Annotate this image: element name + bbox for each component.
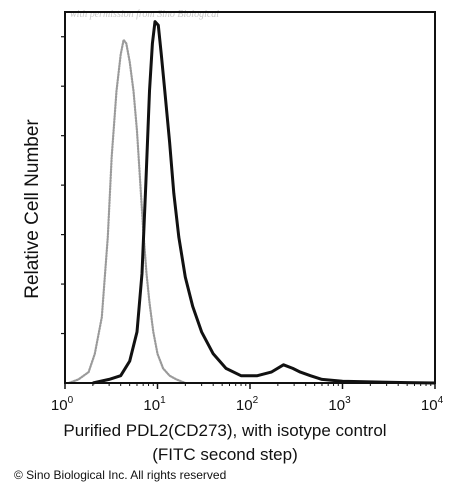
x-tick-label: 101 bbox=[143, 395, 166, 414]
histogram-series-2 bbox=[92, 20, 436, 385]
x-tick-label: 103 bbox=[328, 395, 351, 414]
x-tick-label: 104 bbox=[421, 395, 444, 414]
x-tick-label: 100 bbox=[51, 395, 74, 414]
axes-layer bbox=[64, 11, 436, 384]
watermark-text: with permission from Sino Biological bbox=[70, 9, 220, 20]
copyright-notice: © Sino Biological Inc. All rights reserv… bbox=[14, 468, 227, 482]
x-axis-label-line2: (FITC second step) bbox=[152, 445, 298, 464]
x-tick-label: 102 bbox=[236, 395, 259, 414]
x-axis-label-line1: Purified PDL2(CD273), with isotype contr… bbox=[63, 421, 387, 440]
histogram-series-1 bbox=[67, 37, 187, 385]
plot-frame bbox=[64, 11, 436, 384]
ticks-layer: 100 101 102 103 104 bbox=[51, 36, 444, 414]
series-layer bbox=[67, 20, 436, 385]
